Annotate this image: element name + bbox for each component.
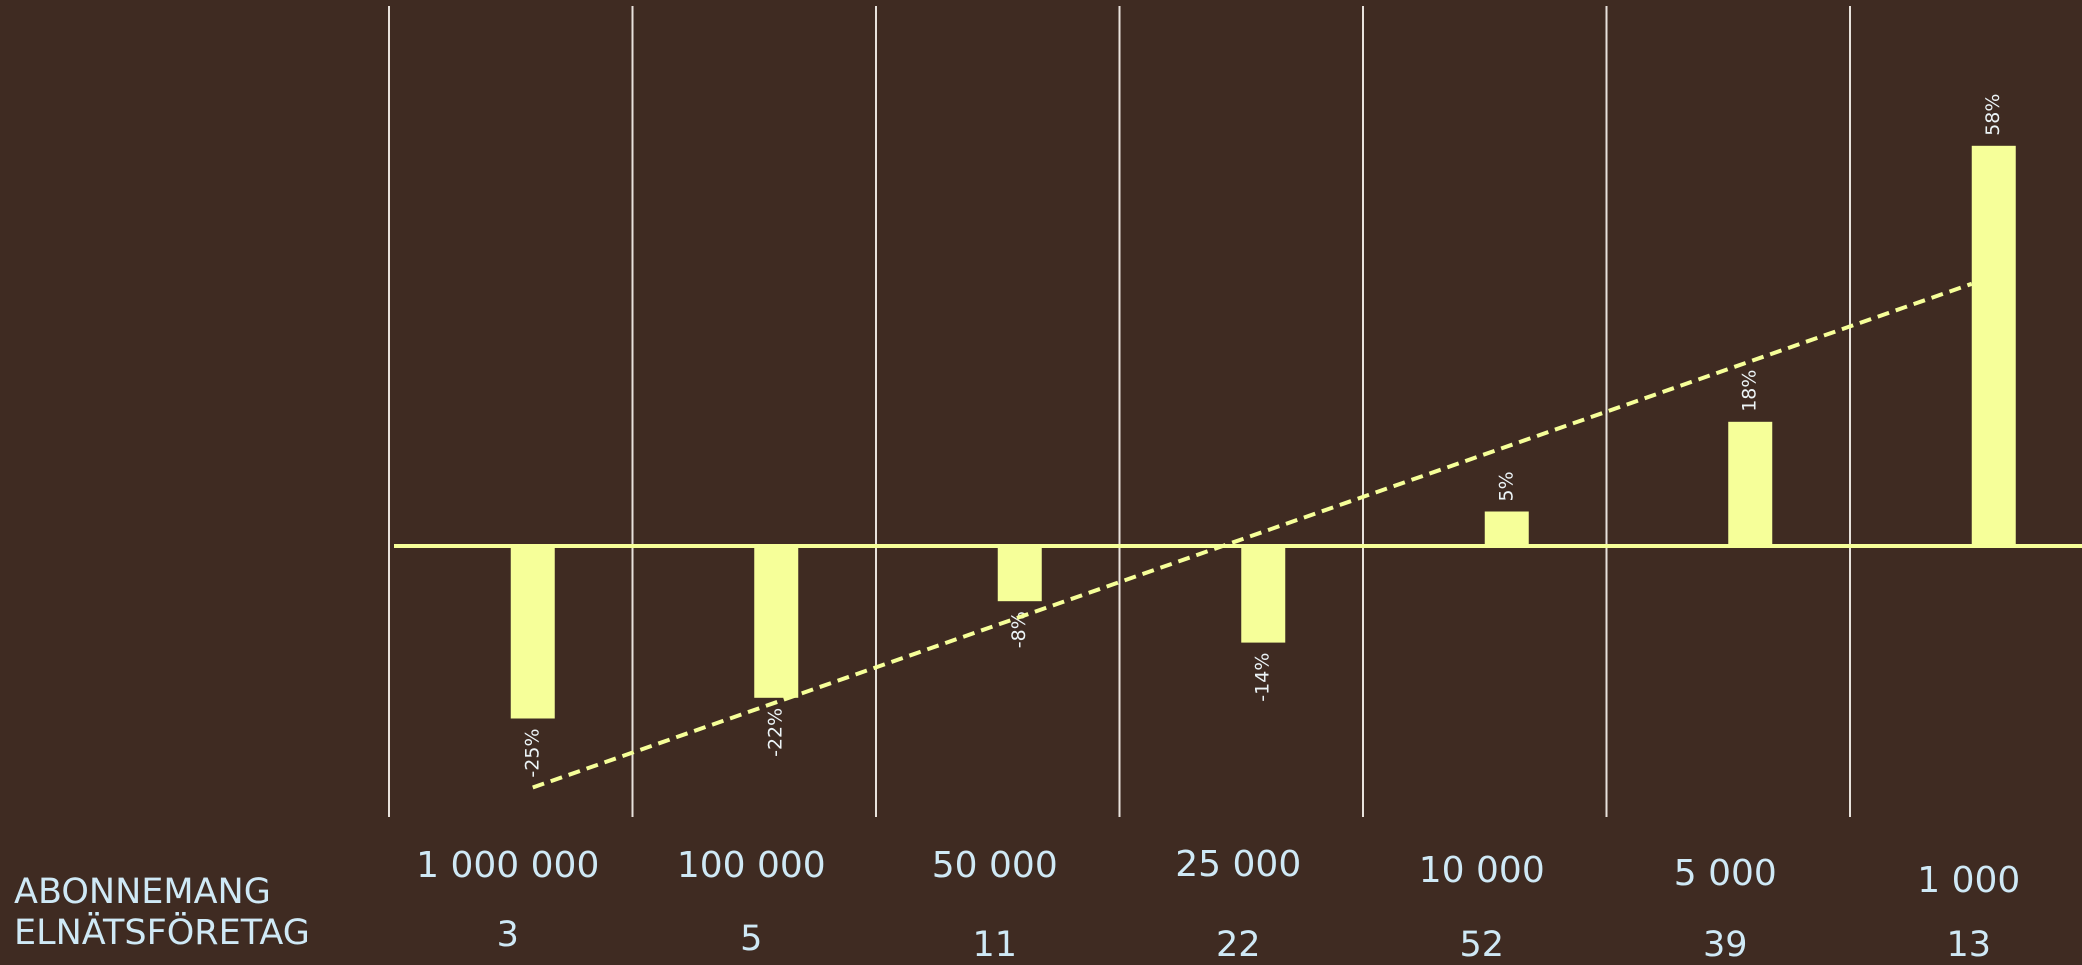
category-label: 10 000 — [1418, 850, 1545, 891]
data-label: -8% — [1008, 611, 1030, 648]
count-label: 3 — [496, 915, 519, 955]
gridlines — [388, 6, 1851, 817]
category-label: 25 000 — [1175, 844, 1302, 885]
category-label: 5 000 — [1673, 853, 1777, 894]
data-label: 58% — [1982, 94, 2004, 136]
bar — [754, 546, 799, 698]
bar — [1484, 511, 1529, 546]
data-label: 18% — [1739, 370, 1761, 412]
bar — [1241, 546, 1286, 643]
count-label: 11 — [972, 925, 1018, 965]
category-label: 50 000 — [931, 845, 1058, 886]
row-label-abonnemang: ABONNEMANG — [14, 872, 271, 912]
category-label: 1 000 — [1917, 860, 2021, 901]
bar — [1971, 145, 2016, 547]
data-label: -14% — [1252, 653, 1274, 702]
count-label: 22 — [1215, 925, 1261, 965]
category-label: 1 000 000 — [416, 845, 600, 886]
data-label: -22% — [765, 708, 787, 757]
data-label: 5% — [1495, 471, 1517, 501]
row-label-elnatsforetag: ELNÄTSFÖRETAG — [14, 913, 310, 953]
bar — [510, 546, 555, 719]
category-label: 100 000 — [676, 845, 826, 886]
trendline — [532, 281, 1973, 790]
count-label: 13 — [1946, 925, 1992, 965]
bar — [997, 546, 1042, 602]
bar — [1728, 421, 1773, 546]
data-label: -25% — [521, 729, 543, 778]
data-labels: -25% -22% -8% -14% 5% 18% 58% — [521, 94, 2004, 778]
bars — [510, 145, 2016, 719]
count-label: 5 — [740, 919, 763, 959]
count-label: 52 — [1459, 925, 1505, 965]
count-label: 39 — [1702, 925, 1748, 965]
